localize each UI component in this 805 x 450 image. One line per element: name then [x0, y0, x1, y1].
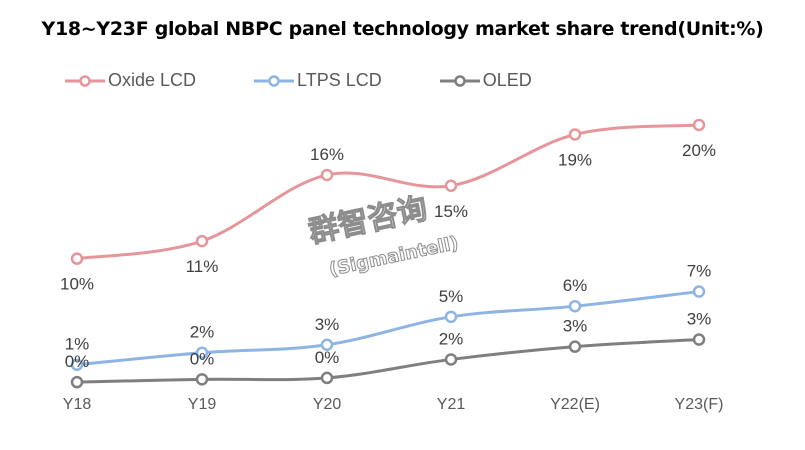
data-point-oled	[692, 333, 706, 346]
data-label-oxide-lcd: 20%	[682, 141, 716, 160]
legend-marker-icon	[254, 74, 295, 87]
x-tick-label: Y20	[313, 396, 342, 413]
data-label-ltps-lcd: 1%	[65, 335, 90, 354]
legend-marker-icon	[65, 74, 105, 87]
x-tick-label: Y19	[188, 396, 217, 413]
data-point-oxide-lcd	[320, 168, 334, 182]
data-point-oxide-lcd	[70, 252, 84, 265]
data-label-ltps-lcd: 3%	[315, 315, 340, 334]
x-tick-label: Y18	[63, 396, 92, 413]
data-point-ltps-lcd	[70, 358, 84, 371]
chart-title: Y18~Y23F global NBPC panel technology ma…	[41, 18, 764, 40]
series-line-oxide-lcd	[76, 123, 700, 261]
data-point-oxide-lcd	[195, 234, 209, 248]
data-point-ltps-lcd	[320, 338, 334, 352]
legend-marker-icon	[439, 74, 480, 87]
data-label-oled: 3%	[687, 310, 712, 329]
data-point-ltps-lcd	[692, 285, 706, 298]
x-tick-label: Y22(E)	[550, 396, 600, 413]
data-label-oled: 0%	[190, 349, 215, 368]
data-label-oled: 3%	[563, 317, 588, 336]
data-point-oxide-lcd	[568, 128, 582, 141]
legend-item-oled: OLED	[439, 70, 532, 91]
series-line-oled	[76, 338, 700, 384]
legend-label: OLED	[482, 70, 532, 90]
data-point-oled	[320, 371, 334, 385]
data-point-oled	[444, 353, 458, 366]
data-point-oxide-lcd	[444, 179, 458, 192]
data-label-oxide-lcd: 16%	[310, 145, 344, 164]
legend: Oxide LCD LTPS LCD OLED	[65, 70, 590, 91]
series-line-ltps-lcd	[76, 290, 700, 367]
data-label-oxide-lcd: 11%	[186, 257, 219, 276]
data-label-ltps-lcd: 5%	[439, 287, 464, 306]
legend-label: LTPS LCD	[297, 70, 382, 90]
legend-label: Oxide LCD	[108, 70, 197, 90]
data-label-oxide-lcd: 10%	[60, 275, 94, 294]
data-label-ltps-lcd: 6%	[563, 276, 588, 295]
data-point-oxide-lcd	[692, 118, 706, 132]
data-point-oled	[70, 375, 84, 389]
data-point-oled	[195, 373, 209, 386]
legend-item-ltps-lcd: LTPS LCD	[254, 70, 382, 91]
data-point-ltps-lcd	[195, 346, 209, 359]
data-label-oxide-lcd: 15%	[434, 202, 468, 221]
data-label-oled: 2%	[439, 329, 464, 348]
data-label-ltps-lcd: 7%	[687, 262, 712, 281]
data-point-oled	[568, 340, 582, 353]
data-label-ltps-lcd: 2%	[190, 323, 215, 342]
legend-item-oxide-lcd: Oxide LCD	[65, 70, 196, 91]
data-label-oled: 0%	[65, 352, 90, 371]
x-tick-label: Y21	[437, 396, 466, 413]
x-tick-label: Y23(F)	[675, 396, 724, 413]
data-label-oxide-lcd: 19%	[558, 150, 592, 169]
data-point-ltps-lcd	[444, 310, 458, 324]
data-point-ltps-lcd	[568, 299, 582, 313]
data-label-oled: 0%	[315, 348, 340, 367]
